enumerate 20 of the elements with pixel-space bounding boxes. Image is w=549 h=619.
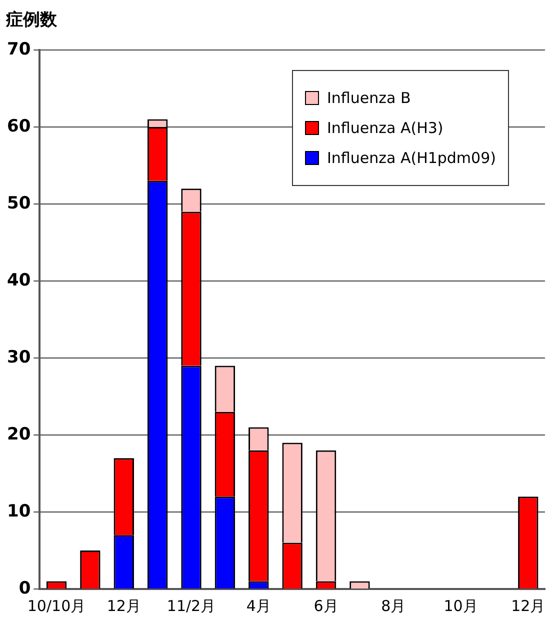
x-tick-label: 4月: [246, 596, 271, 615]
y-tick-label: 0: [18, 578, 31, 598]
y-tick-label: 10: [6, 501, 31, 522]
x-tick-label: 8月: [381, 596, 406, 615]
y-axis-title: 症例数: [6, 9, 57, 31]
x-tick-label: 11/2月: [166, 596, 216, 615]
x-tick-label: 12月: [511, 596, 546, 615]
x-tick-label: 10/10月: [27, 596, 86, 615]
y-tick-label: 30: [6, 347, 31, 368]
legend-label: Influenza B: [327, 89, 411, 107]
y-tick-label: 60: [6, 116, 31, 136]
y-tick-label: 40: [6, 270, 31, 290]
y-tick-label: 20: [6, 424, 31, 444]
legend-label: Influenza A(H1pdm09): [327, 149, 496, 167]
x-tick-label: 12月: [106, 596, 141, 615]
y-tick-label: 50: [6, 193, 31, 214]
legend-label: Influenza A(H3): [327, 119, 444, 137]
y-tick-label: 70: [6, 39, 31, 60]
x-tick-label: 6月: [314, 596, 338, 615]
x-tick-label: 10月: [444, 596, 478, 615]
